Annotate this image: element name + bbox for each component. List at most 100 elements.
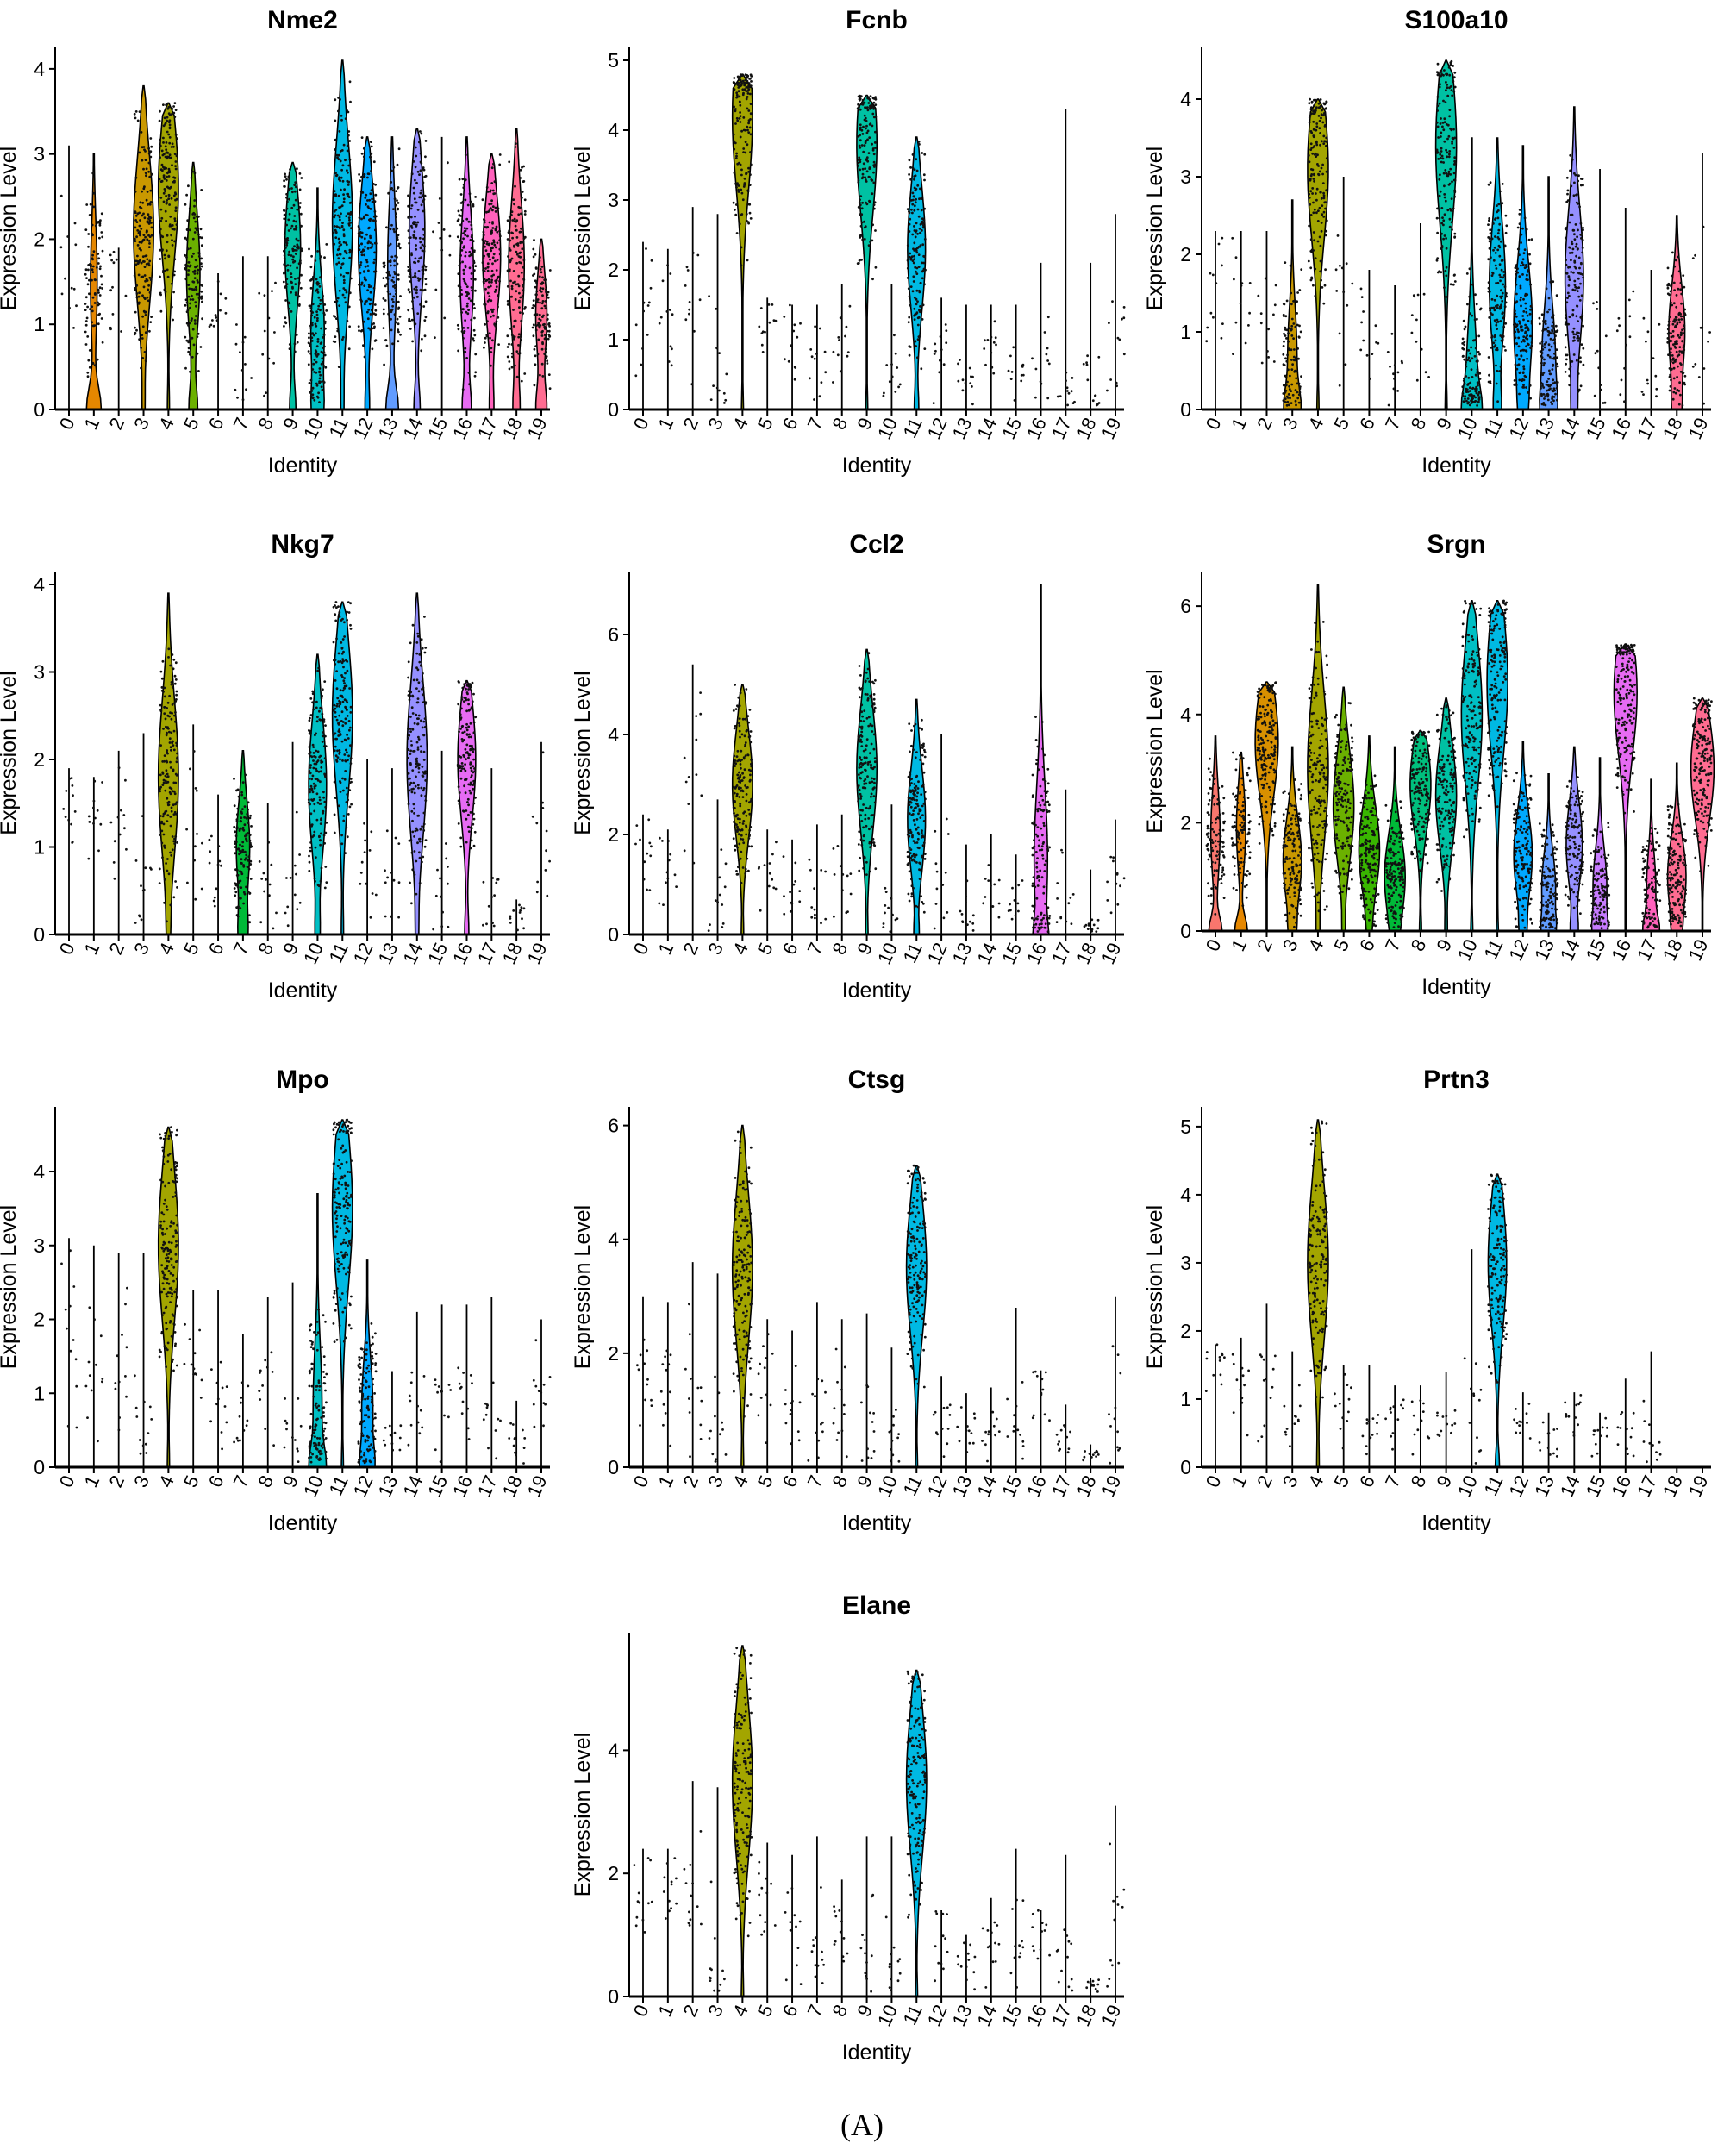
expression-point — [464, 234, 467, 236]
expression-point — [859, 128, 862, 131]
expression-point — [1571, 158, 1574, 161]
expression-point — [919, 232, 922, 234]
expression-point — [1677, 255, 1680, 259]
expression-point — [1516, 247, 1520, 251]
expression-point — [150, 172, 153, 176]
expression-point — [298, 901, 302, 904]
expression-point — [1543, 358, 1546, 361]
expression-point — [767, 303, 771, 306]
expression-point — [369, 328, 372, 331]
expression-point — [87, 233, 91, 235]
expression-point — [1415, 340, 1418, 343]
expression-point — [159, 275, 161, 278]
expression-point — [484, 249, 488, 252]
expression-point — [1476, 359, 1479, 363]
expression-point — [911, 211, 914, 215]
expression-point — [1566, 297, 1569, 299]
expression-point — [172, 111, 176, 115]
expression-point — [411, 340, 414, 343]
expression-point — [745, 212, 748, 216]
expression-point — [1489, 308, 1492, 310]
expression-point — [334, 193, 336, 197]
x-tick-label: 6 — [778, 415, 803, 434]
expression-point — [174, 678, 178, 681]
expression-point — [971, 385, 973, 388]
expression-point — [490, 242, 494, 245]
expression-point — [534, 293, 538, 297]
expression-point — [491, 189, 495, 192]
expression-point — [208, 325, 211, 328]
expression-point — [736, 162, 740, 166]
expression-point — [309, 286, 313, 290]
expression-point — [733, 88, 736, 91]
expression-point — [173, 116, 177, 119]
expression-point — [1527, 342, 1529, 346]
expression-point — [60, 292, 64, 296]
expression-point — [363, 172, 366, 176]
expression-point — [310, 340, 314, 342]
expression-point — [1323, 112, 1326, 115]
expression-point — [200, 244, 203, 247]
expression-point — [135, 296, 139, 299]
expression-point — [363, 276, 366, 279]
expression-point — [250, 845, 253, 848]
expression-point — [284, 285, 288, 289]
expression-point — [748, 85, 752, 89]
expression-point — [536, 323, 540, 327]
expression-point — [171, 653, 174, 656]
expression-point — [923, 207, 926, 210]
expression-point — [1543, 328, 1546, 331]
expression-point — [921, 152, 924, 154]
expression-point — [473, 278, 477, 281]
expression-point — [1445, 237, 1447, 240]
expression-point — [464, 350, 467, 353]
expression-point — [1462, 400, 1465, 403]
expression-point — [1526, 314, 1529, 317]
expression-point — [245, 853, 248, 857]
expression-point — [440, 248, 444, 252]
expression-point — [424, 283, 428, 286]
expression-point — [339, 218, 341, 222]
expression-point — [1323, 284, 1327, 287]
expression-point — [539, 289, 541, 291]
expression-point — [417, 259, 420, 263]
expression-point — [410, 253, 413, 257]
expression-point — [488, 203, 491, 206]
expression-point — [1573, 265, 1577, 268]
expression-point — [167, 872, 171, 876]
expression-point — [267, 316, 271, 320]
expression-point — [346, 319, 349, 322]
expression-point — [298, 853, 301, 856]
expression-point — [531, 326, 534, 329]
expression-point — [340, 188, 342, 191]
expression-point — [1471, 283, 1474, 286]
expression-point — [739, 101, 741, 103]
expression-point — [1501, 183, 1504, 185]
expression-point — [307, 363, 310, 366]
expression-point — [261, 353, 265, 356]
expression-point — [1121, 317, 1123, 321]
expression-point — [100, 317, 103, 320]
expression-point — [1046, 316, 1050, 319]
expression-point — [1315, 198, 1318, 202]
expression-point — [1518, 322, 1521, 325]
expression-point — [407, 194, 409, 197]
expression-point — [1318, 170, 1321, 173]
expression-point — [483, 346, 485, 349]
expression-point — [543, 326, 547, 329]
expression-point — [336, 297, 340, 300]
expression-point — [915, 169, 919, 172]
expression-point — [396, 238, 399, 241]
expression-point — [59, 246, 63, 249]
x-tick-label: 19 — [1684, 415, 1713, 443]
expression-point — [1267, 356, 1270, 359]
expression-point — [506, 238, 509, 241]
x-tick-label: 14 — [398, 415, 427, 443]
expression-point — [496, 208, 499, 211]
expression-point — [1615, 329, 1619, 333]
expression-point — [1312, 211, 1315, 215]
expression-point — [1522, 386, 1526, 389]
expression-point — [520, 339, 522, 341]
expression-point — [1396, 390, 1399, 392]
expression-point — [546, 359, 549, 363]
